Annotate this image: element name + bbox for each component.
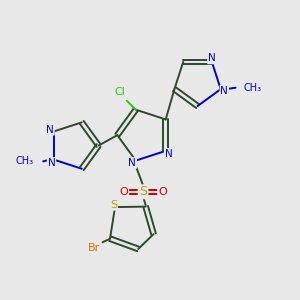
Text: N: N: [220, 86, 228, 96]
Text: O: O: [158, 187, 167, 197]
Text: Br: Br: [88, 243, 100, 253]
Text: Cl: Cl: [114, 87, 125, 97]
Text: O: O: [119, 187, 128, 197]
Text: S: S: [110, 200, 117, 210]
Text: S: S: [139, 185, 147, 198]
Text: N: N: [208, 53, 216, 63]
Text: CH₃: CH₃: [243, 83, 261, 93]
Text: CH₃: CH₃: [16, 156, 34, 167]
Text: N: N: [128, 158, 136, 168]
Text: N: N: [165, 149, 172, 159]
Text: N: N: [48, 158, 56, 168]
Text: N: N: [46, 125, 54, 135]
